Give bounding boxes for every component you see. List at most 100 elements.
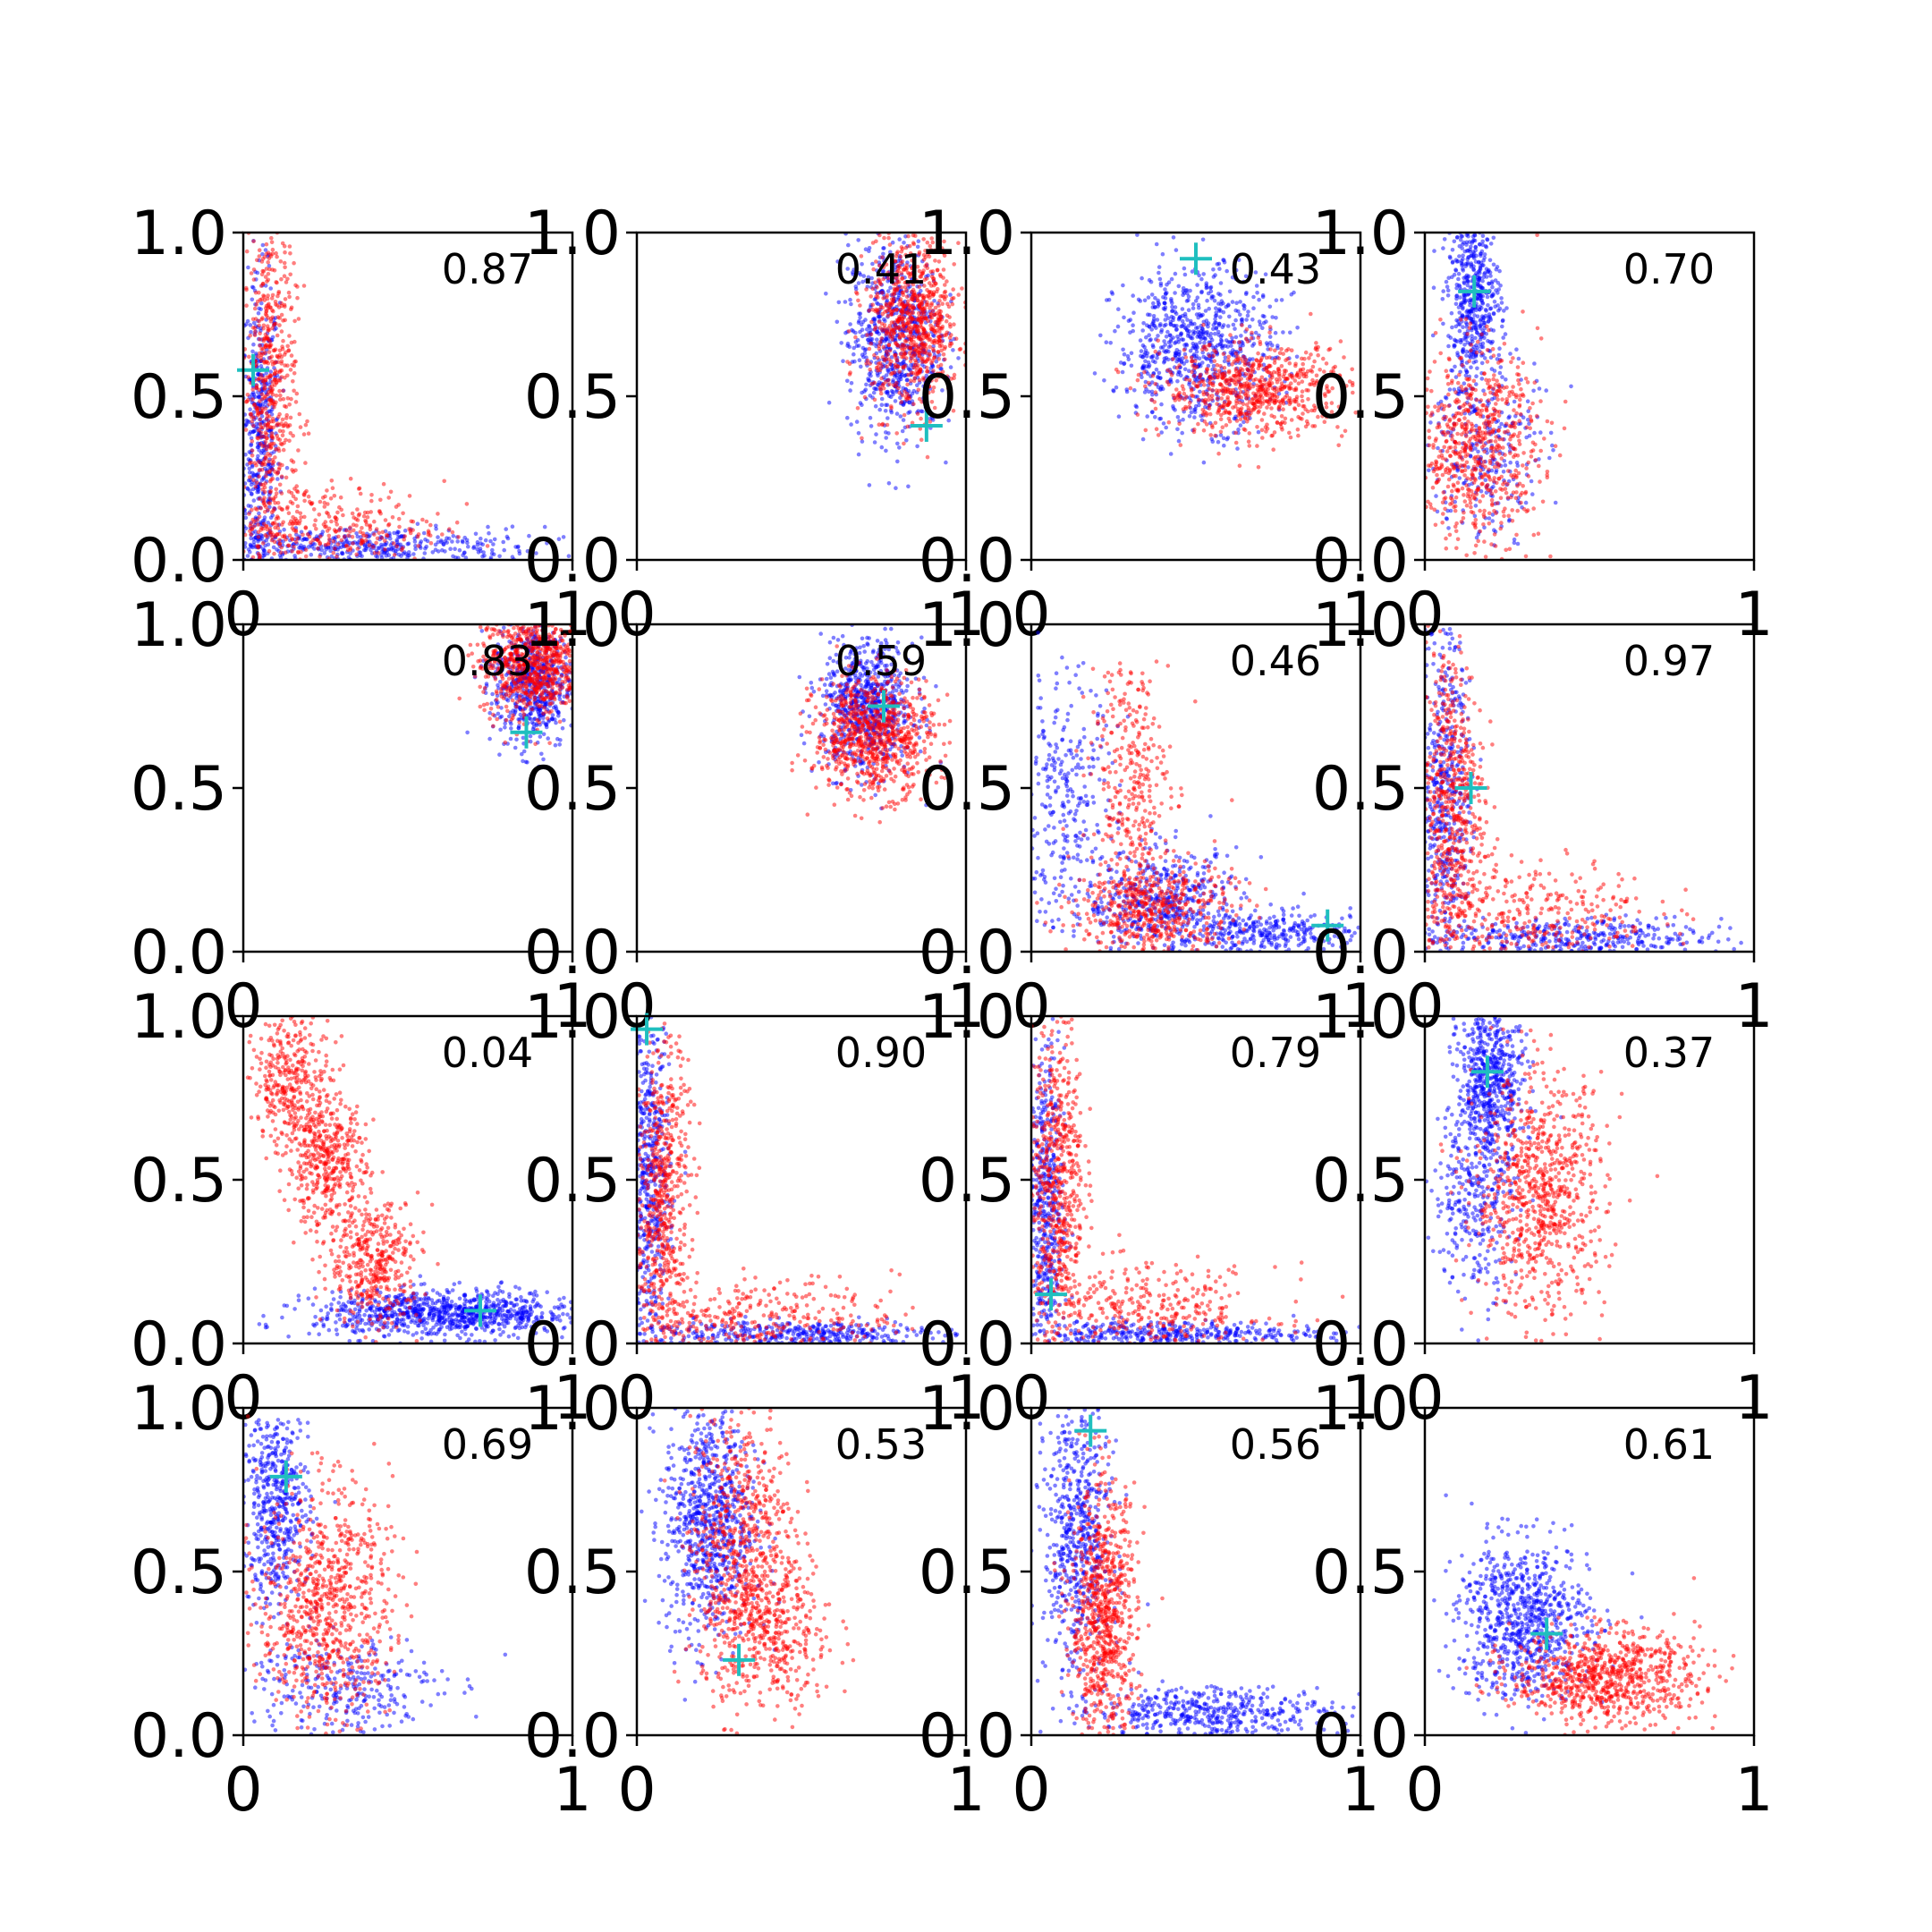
scatter-point — [868, 367, 872, 372]
scatter-point — [316, 546, 320, 551]
scatter-point — [263, 462, 267, 467]
scatter-point — [1244, 291, 1249, 295]
scatter-point — [854, 290, 859, 295]
scatter-point — [386, 523, 391, 528]
scatter-point — [277, 437, 283, 443]
scatter-point — [305, 532, 310, 537]
scatter-point — [916, 387, 921, 393]
scatter-point — [268, 398, 274, 403]
scatter-point — [372, 532, 377, 537]
scatter-point — [473, 531, 479, 537]
scatter-point — [269, 441, 275, 446]
scatter-point — [1118, 360, 1123, 365]
scatter-point — [921, 384, 926, 389]
scatter-point — [951, 287, 955, 292]
scatter-point — [1462, 281, 1467, 286]
scatter-point — [264, 371, 269, 376]
scatter-point — [1432, 249, 1436, 253]
scatter-point — [1200, 360, 1205, 365]
scatter-point — [924, 373, 929, 378]
scatter-point — [1249, 374, 1254, 378]
scatter-point — [343, 539, 349, 545]
scatter-point — [1343, 428, 1348, 434]
scatter-point — [1480, 278, 1485, 284]
scatter-point — [1245, 313, 1250, 318]
scatter-point — [391, 548, 396, 553]
scatter-point — [1135, 233, 1140, 237]
scatter-point — [282, 403, 287, 409]
scatter-point — [896, 386, 901, 391]
scatter-point — [914, 360, 919, 365]
scatter-point — [1148, 338, 1152, 343]
scatter-point — [1201, 322, 1206, 327]
scatter-point — [434, 527, 438, 531]
scatter-point — [925, 288, 929, 292]
scatter-point — [261, 323, 267, 328]
scatter-point — [910, 316, 914, 320]
scatter-point — [1121, 283, 1125, 288]
scatter-point — [884, 436, 888, 440]
scatter-point — [324, 524, 328, 529]
scatter-point — [1324, 405, 1329, 410]
scatter-point — [1278, 421, 1284, 427]
scatter-point — [1267, 397, 1273, 402]
scatter-point — [260, 282, 266, 286]
scatter-point — [1177, 397, 1182, 402]
scatter-point — [276, 467, 282, 472]
scatter-point — [873, 403, 878, 409]
scatter-point — [1253, 330, 1258, 335]
scatter-point — [901, 310, 905, 316]
scatter-point — [878, 387, 883, 393]
scatter-point — [251, 320, 257, 326]
scatter-point — [259, 272, 265, 277]
scatter-point — [301, 537, 307, 541]
scatter-point — [423, 537, 428, 542]
scatter-point — [287, 294, 292, 300]
scatter-point — [258, 451, 264, 455]
scatter-point — [287, 244, 292, 249]
scatter-point — [1163, 287, 1167, 292]
scatter-point — [1135, 377, 1140, 383]
scatter-point — [1461, 257, 1465, 261]
scatter-point — [380, 530, 386, 535]
scatter-point — [251, 415, 257, 420]
scatter-point — [1213, 371, 1217, 377]
scatter-point — [290, 536, 294, 541]
scatter-point — [326, 533, 332, 538]
scatter-point — [1142, 390, 1148, 394]
scatter-point — [871, 390, 877, 395]
scatter-point — [305, 419, 309, 424]
scatter-point — [1301, 411, 1305, 416]
scatter-point — [951, 348, 955, 352]
scatter-point — [1140, 275, 1144, 281]
scatter-point — [1207, 306, 1211, 311]
scatter-point — [277, 482, 283, 487]
scatter-point — [268, 286, 274, 291]
scatter-point — [945, 279, 949, 284]
scatter-point — [1472, 313, 1477, 318]
scatter-point — [336, 534, 341, 539]
scatter-point — [1158, 281, 1164, 286]
scatter-point — [938, 294, 943, 299]
scatter-point — [896, 318, 902, 323]
scatter-point — [274, 447, 278, 452]
scatter-point — [1303, 350, 1309, 355]
scatter-point — [1162, 356, 1167, 361]
scatter-point — [1177, 363, 1182, 368]
scatter-point — [259, 406, 265, 411]
scatter-point — [906, 394, 911, 399]
scatter-point — [1274, 398, 1279, 403]
scatter-point — [1480, 341, 1486, 346]
scatter-point — [258, 442, 263, 446]
scatter-point — [394, 538, 400, 543]
scatter-point — [869, 332, 874, 337]
scatter-point — [903, 245, 909, 250]
scatter-point — [284, 416, 289, 420]
scatter-point — [243, 511, 248, 516]
scatter-point — [1233, 440, 1239, 445]
scatter-point — [1276, 367, 1281, 372]
scatter-point — [1199, 326, 1205, 331]
scatter-point — [1447, 254, 1453, 259]
scatter-point — [273, 383, 277, 387]
scatter-point — [249, 443, 253, 448]
